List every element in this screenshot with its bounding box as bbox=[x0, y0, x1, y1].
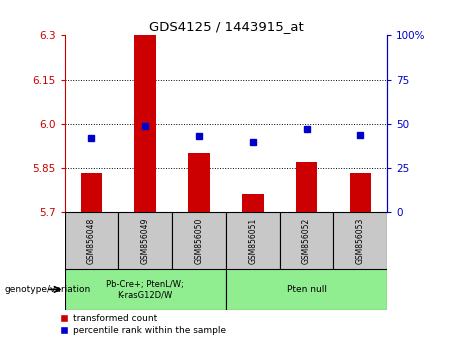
Text: GSM856051: GSM856051 bbox=[248, 218, 257, 264]
Bar bbox=[172, 212, 226, 269]
Bar bbox=[349, 173, 371, 212]
Text: GSM856048: GSM856048 bbox=[87, 218, 96, 264]
Text: GSM856052: GSM856052 bbox=[302, 218, 311, 264]
Bar bbox=[226, 212, 280, 269]
Bar bbox=[226, 269, 387, 310]
Bar bbox=[81, 173, 102, 212]
Text: GSM856053: GSM856053 bbox=[356, 217, 365, 264]
Bar bbox=[242, 194, 264, 212]
Legend: transformed count, percentile rank within the sample: transformed count, percentile rank withi… bbox=[60, 314, 226, 335]
Text: GSM856049: GSM856049 bbox=[141, 217, 150, 264]
Bar bbox=[65, 269, 226, 310]
Text: Pb-Cre+; PtenL/W;
K-rasG12D/W: Pb-Cre+; PtenL/W; K-rasG12D/W bbox=[106, 280, 184, 299]
Bar bbox=[296, 162, 317, 212]
Text: Pten null: Pten null bbox=[287, 285, 326, 294]
Bar bbox=[65, 212, 118, 269]
Bar bbox=[135, 35, 156, 212]
Bar bbox=[280, 212, 333, 269]
Text: genotype/variation: genotype/variation bbox=[5, 285, 91, 294]
Text: GSM856050: GSM856050 bbox=[195, 217, 203, 264]
Bar bbox=[188, 153, 210, 212]
Bar bbox=[118, 212, 172, 269]
Title: GDS4125 / 1443915_at: GDS4125 / 1443915_at bbox=[148, 20, 303, 33]
Bar bbox=[333, 212, 387, 269]
